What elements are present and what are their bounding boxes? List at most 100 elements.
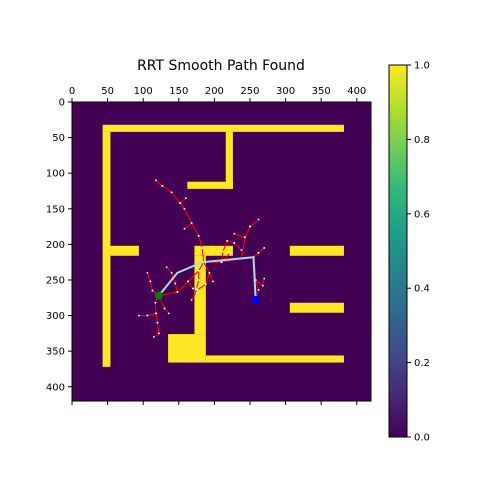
plot-area: 0 50 100 150 200 250 300 350 400 0 50 100 150 200 250 3…	[46, 86, 372, 405]
tree-node	[257, 289, 260, 291]
tree-node	[257, 252, 260, 254]
tree-edge	[240, 237, 246, 259]
tree-edge	[191, 222, 200, 237]
wall-block	[194, 255, 206, 335]
tree-node	[226, 239, 229, 242]
goal-marker	[251, 295, 260, 304]
tree-edge	[197, 283, 207, 291]
tree-edge	[179, 202, 185, 210]
tree-edge	[184, 222, 192, 230]
tree-node	[263, 247, 266, 249]
tree-edge	[162, 185, 172, 193]
tree-edge	[174, 283, 178, 293]
tree-node	[176, 291, 179, 293]
tree-edge	[255, 279, 264, 287]
tree-node	[244, 236, 246, 239]
tree-node	[183, 227, 186, 230]
tree-edge	[179, 197, 187, 204]
tree-edge	[244, 226, 251, 238]
tree-node	[151, 289, 154, 292]
tree-edge	[198, 261, 205, 271]
x-tick-label: 300	[276, 86, 295, 97]
tree-node	[165, 266, 168, 269]
x-tick-label: 100	[134, 86, 153, 97]
tree-node	[208, 271, 211, 274]
tree-edge	[234, 233, 246, 238]
tree-edge	[156, 322, 160, 334]
tree-edge	[153, 332, 160, 338]
tree-node	[240, 249, 243, 251]
axes-frame	[71, 101, 372, 402]
tree-edge	[233, 242, 242, 251]
tree-node	[197, 279, 200, 281]
tree-edge	[155, 313, 158, 323]
y-tick-label: 300	[46, 311, 65, 322]
tree-edge	[198, 235, 203, 249]
tree-edge	[155, 179, 163, 187]
y-tick-label: 200	[46, 240, 65, 251]
y-tick-label: 0	[59, 98, 65, 109]
tree-node	[201, 247, 204, 249]
tree-edge	[203, 261, 210, 274]
x-tick-label: 250	[240, 86, 259, 97]
tree-node	[138, 314, 140, 317]
wall-block	[289, 245, 344, 256]
tree-node	[196, 289, 199, 291]
x-tick-label: 350	[312, 86, 331, 97]
tree-edge	[171, 192, 181, 204]
tree-node	[195, 287, 198, 290]
y-tick-label: 250	[46, 275, 65, 286]
tree-edge	[205, 272, 210, 285]
tree-node	[155, 312, 157, 315]
tree-edge	[262, 278, 265, 286]
wall-block	[102, 131, 111, 367]
tree-node	[263, 277, 266, 280]
tree-node	[220, 261, 223, 264]
tree-node	[229, 252, 231, 254]
tree-node	[197, 269, 200, 272]
tree-node	[190, 222, 193, 224]
smooth-path	[158, 256, 257, 300]
tree-node	[192, 287, 194, 290]
y-tick-label: 100	[46, 169, 65, 180]
wall-block	[289, 302, 344, 313]
y-tick-label: 50	[52, 133, 65, 144]
colorbar-tick-label: 0.2	[414, 358, 430, 369]
tree-node	[170, 271, 173, 274]
x-tick-label: 0	[69, 86, 75, 97]
tree-node	[212, 280, 214, 283]
tree-node	[190, 299, 193, 301]
colorbar-tick-label: 0.4	[414, 284, 430, 295]
y-tick-label: 350	[46, 347, 65, 358]
tree-node	[249, 225, 251, 228]
tree-edge	[184, 208, 193, 224]
tree-edge	[164, 308, 170, 314]
tree-edge	[166, 266, 173, 274]
tree-edge	[146, 272, 151, 282]
y-tick-label: 400	[46, 382, 65, 393]
x-tick-label: 200	[205, 86, 224, 97]
tree-node	[163, 307, 166, 310]
tree-node	[183, 207, 186, 210]
tree-node	[152, 336, 155, 338]
colorbar: 0.0 0.2 0.4 0.6 0.8 1.0	[388, 61, 430, 444]
tree-edge	[227, 240, 235, 244]
tree-edge	[147, 312, 157, 317]
tree-node	[146, 314, 149, 317]
tree-edge	[258, 247, 265, 254]
tree-edge	[187, 270, 200, 282]
tree-node	[222, 250, 224, 253]
tree-edge	[208, 272, 214, 282]
tree-node	[257, 218, 260, 221]
tree-node	[197, 234, 200, 237]
wall-block	[194, 245, 233, 256]
tree-edge	[191, 289, 198, 301]
tree-edge	[201, 247, 205, 263]
wall-block	[102, 124, 344, 132]
tree-edge	[154, 302, 157, 314]
tree-node	[195, 291, 198, 294]
tree-node	[154, 301, 157, 304]
chart-title: RRT Smooth Path Found	[137, 58, 305, 74]
tree-node	[149, 280, 152, 283]
